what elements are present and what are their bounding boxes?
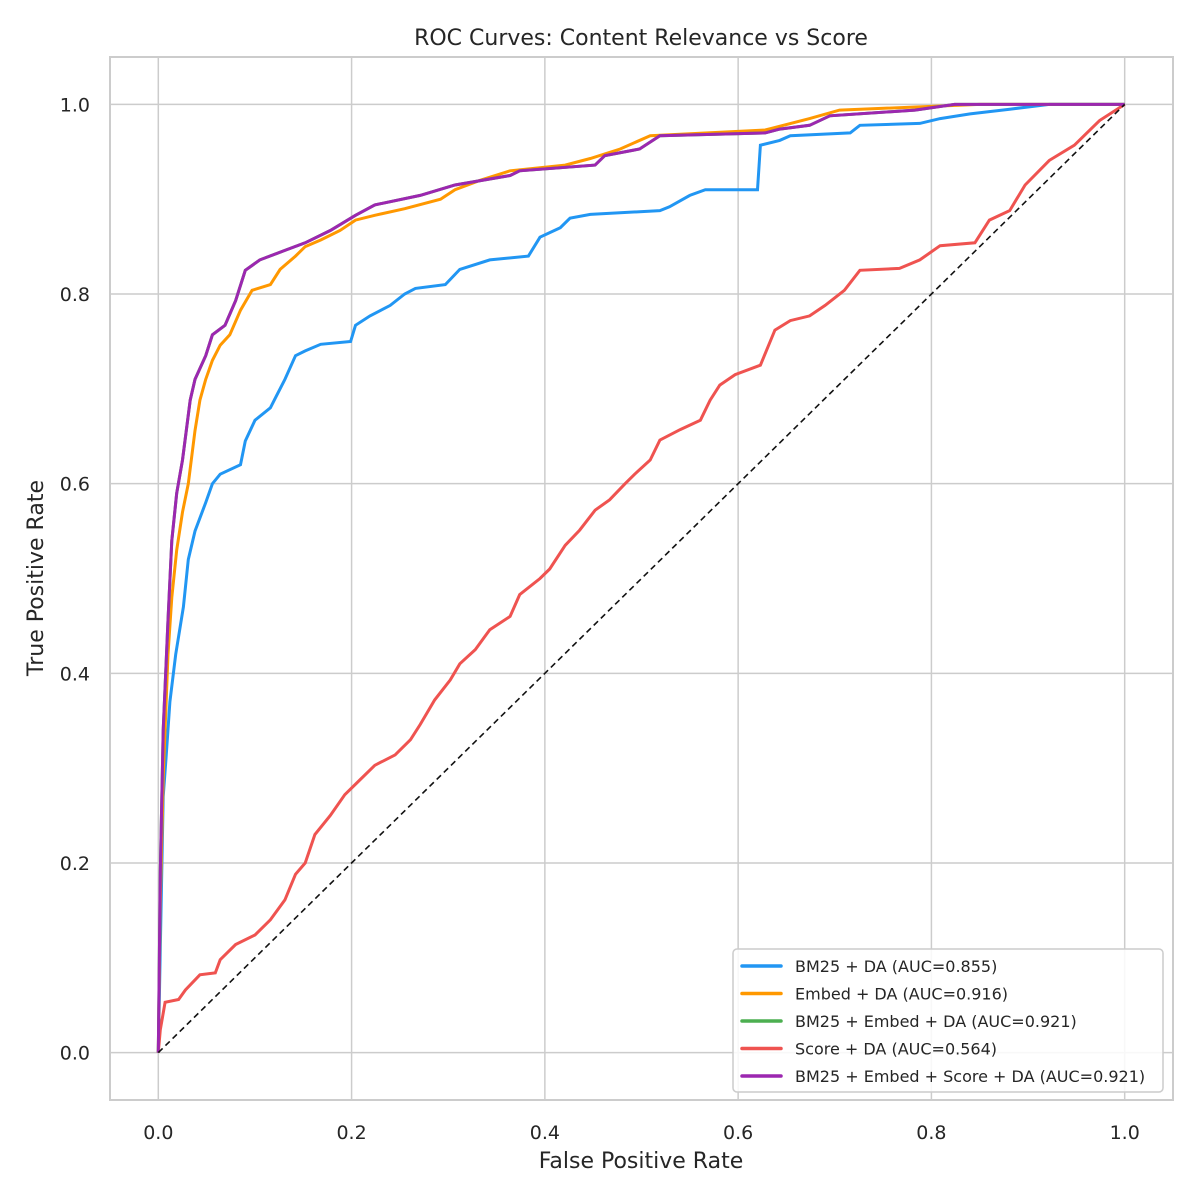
legend-label: BM25 + DA (AUC=0.855) [795,957,997,976]
y-tick-label: 1.0 [60,94,90,116]
chance-diagonal [157,103,1126,1054]
x-tick-label: 0.8 [916,1122,946,1144]
x-tick-label: 0.0 [143,1122,173,1144]
y-ticks: 0.0 0.2 0.4 0.6 0.8 1.0 [60,94,90,1064]
x-tick-label: 0.6 [723,1122,753,1144]
series-line-3 [156,103,1126,1053]
x-tick-label: 0.2 [336,1122,366,1144]
y-tick-label: 0.8 [60,284,90,306]
y-tick-label: 0.0 [60,1043,90,1065]
y-tick-label: 0.6 [60,474,90,496]
series-lines [156,102,1126,1054]
chart-title: ROC Curves: Content Relevance vs Score [414,26,868,51]
series-line-1 [156,102,1125,1053]
legend-label: Score + DA (AUC=0.564) [795,1040,997,1059]
y-tick-label: 0.2 [60,853,90,875]
legend: BM25 + DA (AUC=0.855) Embed + DA (AUC=0.9… [732,948,1164,1093]
plot-frame [109,56,1174,1101]
x-tick-label: 0.4 [530,1122,560,1144]
grid [110,57,1173,1100]
x-tick-label: 1.0 [1110,1122,1140,1144]
legend-label: Embed + DA (AUC=0.916) [795,985,1008,1004]
y-tick-label: 0.4 [60,663,90,685]
y-axis-label: True Positive Rate [24,480,49,677]
legend-label: BM25 + Embed + Score + DA (AUC=0.921) [795,1067,1145,1086]
legend-label: BM25 + Embed + DA (AUC=0.921) [795,1012,1077,1031]
series-line-0 [156,102,1125,1053]
series-line-4 [156,102,1125,1053]
x-axis-label: False Positive Rate [539,1149,743,1174]
x-ticks: 0.0 0.2 0.4 0.6 0.8 1.0 [143,1122,1140,1144]
